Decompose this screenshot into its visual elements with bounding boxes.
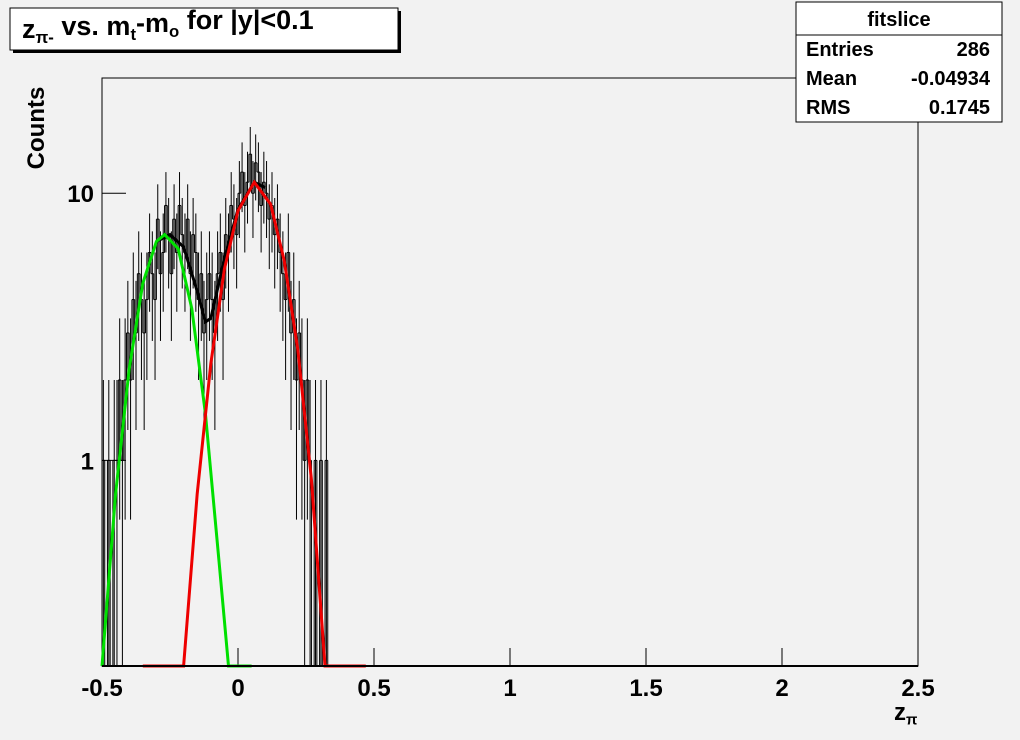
- text-segment: π-: [36, 28, 54, 47]
- plot-frame: [101, 77, 919, 667]
- text-segment: z: [22, 14, 36, 44]
- text-segment: -m: [136, 8, 169, 38]
- stats-label: RMS: [806, 97, 850, 119]
- text-segment: vs. m: [54, 11, 131, 41]
- text-segment: t: [130, 25, 136, 44]
- x-tick-label: 2.5: [901, 675, 934, 702]
- x-axis-label: zπ: [894, 699, 917, 728]
- y-axis-label: Counts: [23, 87, 50, 170]
- x-tick-label: -0.5: [81, 675, 122, 702]
- y-tick-label: 1: [81, 448, 94, 475]
- title-box: [9, 7, 399, 51]
- x-tick-label: 1.5: [629, 675, 662, 702]
- stats-title: fitslice: [867, 9, 930, 31]
- x-tick-label: 0.5: [357, 675, 390, 702]
- stats-value: 0.1745: [929, 97, 990, 119]
- fit-curve: [142, 179, 366, 668]
- x-tick-label: 0: [231, 675, 244, 702]
- stats-label: Entries: [806, 39, 874, 61]
- x-tick-label: 1: [503, 675, 516, 702]
- text-segment: z: [894, 699, 906, 726]
- stats-box: [795, 1, 1003, 123]
- stats-value: -0.04934: [911, 68, 991, 90]
- text-segment: for |y|<0.1: [179, 5, 313, 35]
- stats-value: 286: [957, 39, 990, 61]
- text-segment: π: [906, 712, 917, 728]
- x-tick-label: 2: [775, 675, 788, 702]
- y-tick-label: 10: [67, 181, 94, 208]
- text-segment: o: [169, 22, 179, 41]
- stats-label: Mean: [806, 68, 857, 90]
- chart-title: zπ- vs. mt-mo for |y|<0.1: [22, 5, 314, 47]
